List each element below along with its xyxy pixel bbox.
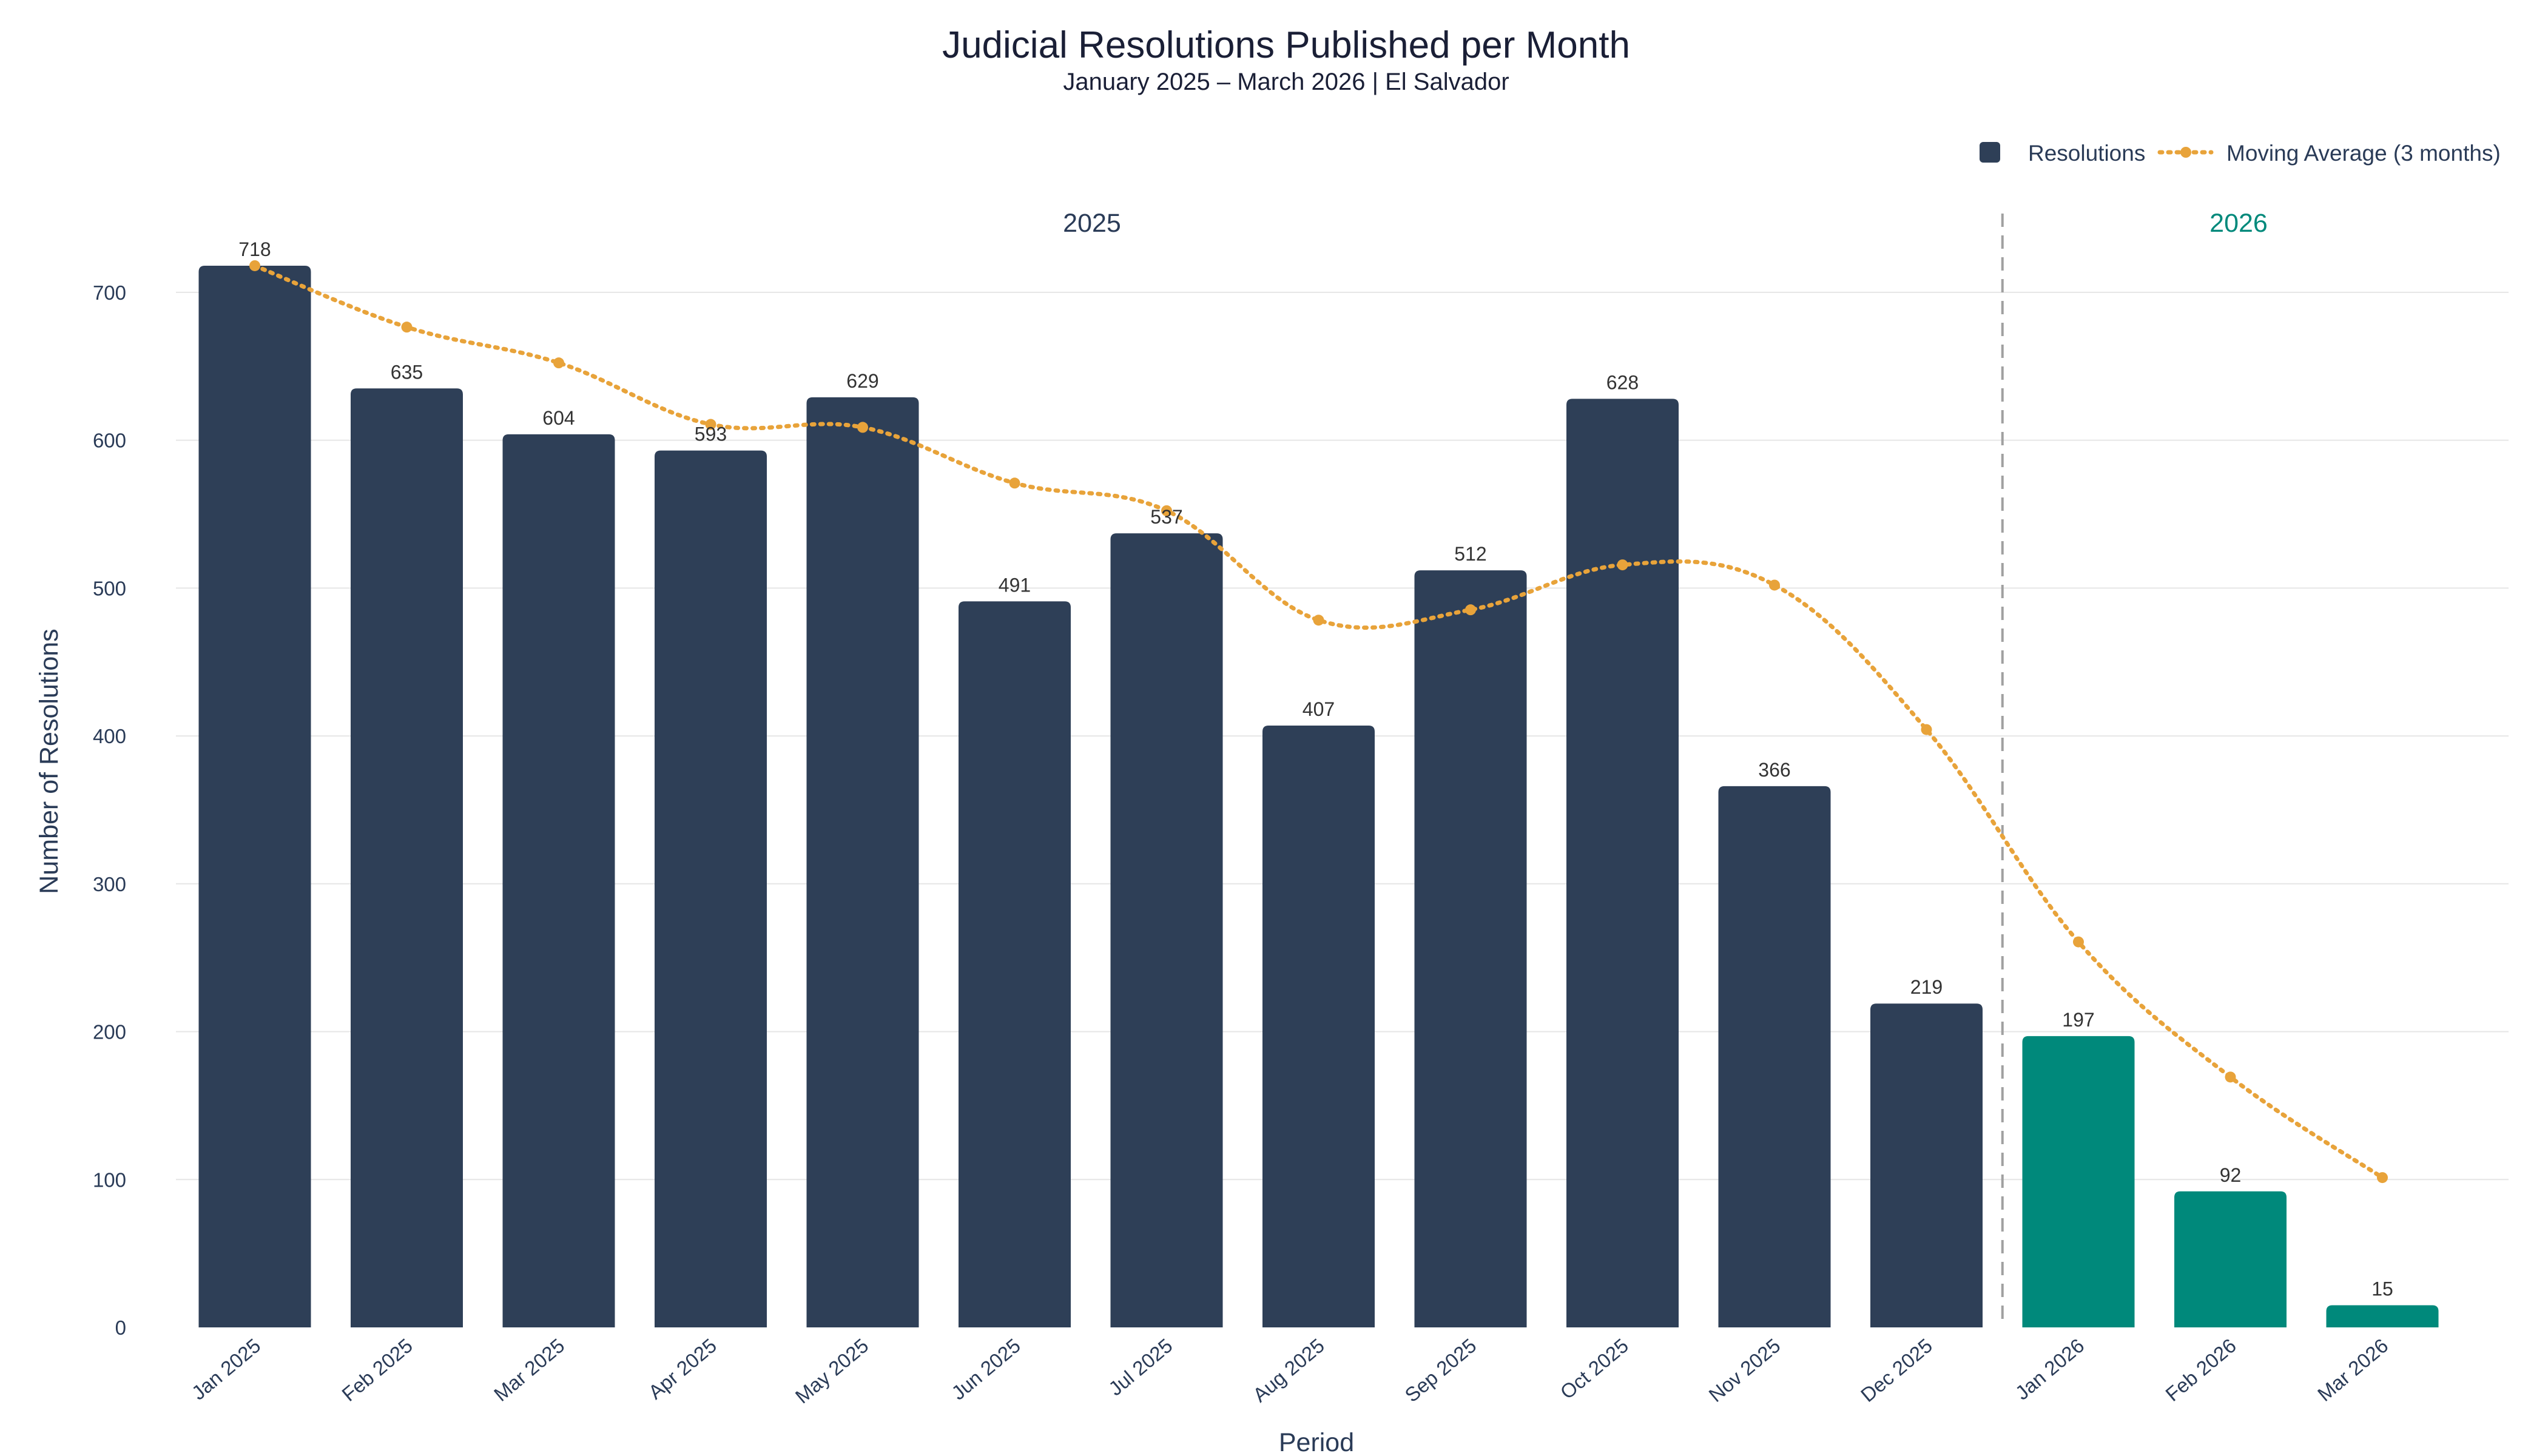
bar-jan-2026 [2022,1036,2135,1327]
bars [198,265,2439,1328]
bar-feb-2026 [2174,1191,2287,1327]
moving-average-point-jan-2026 [2073,936,2084,948]
x-axis-ticks: Jan 2025 Feb 2025 Mar 2025 Apr 2025 May 2025… [187,1334,2393,1408]
bar-sep-2025 [1414,570,1527,1327]
x-tick-label: Sep 2025 [1400,1334,1480,1406]
x-tick-label: Mar 2026 [2313,1334,2393,1406]
legend-swatch-resolutions [1980,142,2000,163]
year-label-2025: 2025 [1063,209,1121,238]
moving-average-point-nov-2025 [1769,579,1780,591]
bar-value-label: 718 [238,238,271,260]
bar-value-label: 407 [1303,698,1335,720]
moving-average-point-mar-2025 [553,357,564,369]
y-tick-label-600: 600 [93,430,126,452]
legend-label-moving-average: Moving Average (3 months) [2226,141,2501,166]
bar-jun-2025 [959,601,1071,1328]
x-tick-label: Jan 2025 [187,1334,265,1404]
x-tick-label: Oct 2025 [1556,1334,1633,1403]
bar-may-2025 [806,397,919,1327]
x-tick-label: May 2025 [791,1334,873,1408]
bar-value-label: 92 [2220,1164,2242,1186]
moving-average-line [249,260,2388,1184]
bar-value-label: 604 [542,407,575,429]
bar-value-label: 512 [1454,543,1486,565]
y-axis-ticks: 0 100 200 300 400 500 600 700 [93,281,126,1339]
moving-average-point-jul-2025 [1161,505,1172,516]
legend-label-resolutions: Resolutions [2028,141,2145,166]
moving-average-point-apr-2025 [705,419,716,430]
y-tick-label-500: 500 [93,577,126,599]
bar-mar-2025 [502,434,615,1328]
legend-marker-moving-average [2180,147,2191,158]
bar-jan-2025 [198,265,311,1328]
bar-value-label: 15 [2371,1278,2393,1299]
x-tick-label: Feb 2025 [337,1334,417,1406]
bar-value-label: 629 [846,370,878,392]
data-labels: 718 635 604 593 629 491 537 407 512 628 366 219 197 9… [238,238,2393,1299]
x-tick-label: Jul 2025 [1104,1334,1176,1400]
y-tick-label-200: 200 [93,1021,126,1043]
bar-jul-2025 [1110,533,1223,1327]
x-tick-label: Nov 2025 [1705,1334,1785,1406]
legend: Resolutions Moving Average (3 months) [1980,141,2501,166]
bar-value-label: 593 [695,423,727,445]
bar-apr-2025 [655,450,767,1327]
chart-subtitle: January 2025 – March 2026 | El Salvador [1063,69,1509,95]
bar-value-label: 537 [1150,506,1182,528]
bar-nov-2025 [1718,786,1831,1327]
year-label-2026: 2026 [2209,209,2268,238]
bar-oct-2025 [1566,399,1679,1327]
x-axis-title: Period [1279,1428,1354,1456]
bar-value-label: 197 [2062,1009,2094,1031]
year-labels: 2025 2026 [1063,209,2268,238]
y-tick-label-100: 100 [93,1168,126,1191]
moving-average-path [252,263,2385,1180]
chart-title: Judicial Resolutions Published per Month [942,24,1630,66]
bar-value-label: 628 [1606,371,1639,393]
moving-average-point-jan-2025 [249,260,260,271]
moving-average-point-sep-2025 [1465,604,1476,616]
y-tick-label-700: 700 [93,281,126,304]
y-tick-label-300: 300 [93,873,126,895]
x-tick-label: Mar 2025 [490,1334,569,1406]
x-tick-label: Jan 2026 [2011,1334,2089,1404]
moving-average-point-oct-2025 [1617,559,1628,571]
bar-value-label: 366 [1758,759,1790,781]
x-tick-label: Apr 2025 [644,1334,721,1403]
bar-value-label: 491 [999,574,1031,596]
y-tick-label-0: 0 [115,1316,126,1339]
bar-value-label: 635 [391,361,423,383]
moving-average-point-aug-2025 [1313,615,1324,626]
x-tick-label: Dec 2025 [1856,1334,1936,1406]
moving-average-point-feb-2025 [401,322,413,333]
moving-average-point-may-2025 [857,422,868,433]
moving-average-point-feb-2026 [2225,1071,2236,1083]
moving-average-point-jun-2025 [1009,477,1020,489]
bar-aug-2025 [1262,726,1375,1327]
bar-dec-2025 [1870,1003,1983,1327]
bar-value-label: 219 [1910,976,1943,998]
x-tick-label: Feb 2026 [2161,1334,2240,1406]
y-axis-title: Number of Resolutions [35,629,64,894]
y-tick-label-400: 400 [93,725,126,747]
moving-average-point-mar-2026 [2377,1172,2388,1184]
x-tick-label: Aug 2025 [1249,1334,1329,1406]
moving-average-point-dec-2025 [1921,724,1932,735]
bar-feb-2025 [351,388,463,1327]
bar-mar-2026 [2326,1305,2439,1327]
x-tick-label: Jun 2025 [947,1334,1025,1404]
